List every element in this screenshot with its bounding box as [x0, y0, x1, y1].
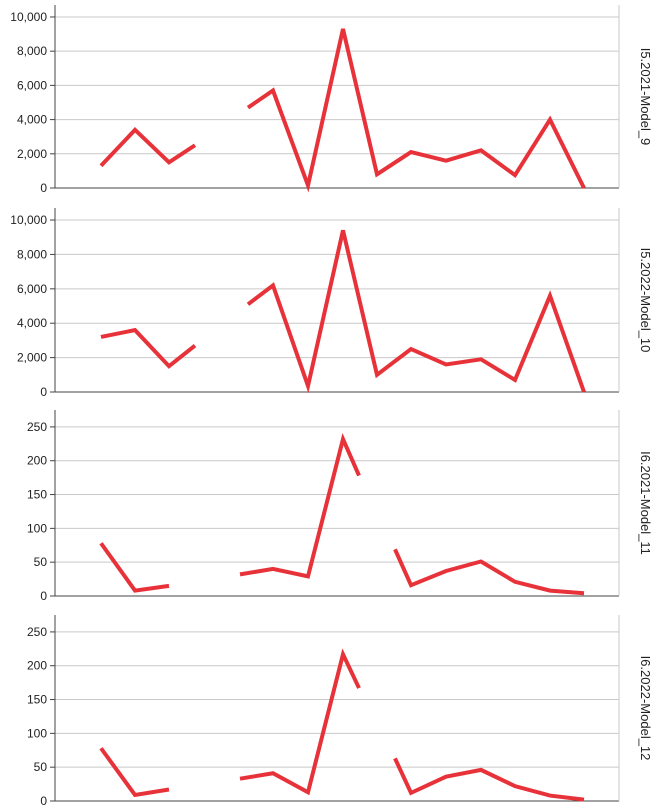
y-tick-label: 50 — [34, 555, 48, 569]
series-line-segment — [246, 229, 586, 394]
y-tick-label: 150 — [27, 488, 47, 502]
y-tick-label: 100 — [27, 521, 47, 535]
y-tick-label: 200 — [27, 659, 47, 673]
y-tick-label: 100 — [27, 726, 47, 740]
y-tick-label: 6,000 — [17, 78, 47, 92]
series-line-segment — [393, 757, 585, 802]
y-tick-label: 4,000 — [17, 316, 47, 330]
y-tick-label: 0 — [40, 181, 47, 195]
y-tick-label: 2,000 — [17, 351, 47, 365]
y-tick-label: 8,000 — [17, 44, 47, 58]
y-tick-label: 250 — [27, 625, 47, 639]
y-tick-label: 0 — [40, 794, 47, 808]
panel-4: 0 50 100 150 200 250 I6.2022-Model_12 — [27, 615, 653, 808]
y-tick-label: 250 — [27, 420, 47, 434]
y-tick-label: 50 — [34, 760, 48, 774]
y-tick-label: 10,000 — [10, 213, 47, 227]
panel-label: I5.2021-Model_9 — [638, 48, 653, 146]
y-tick-label: 0 — [40, 589, 47, 603]
y-tick-label: 6,000 — [17, 282, 47, 296]
series-line-segment — [99, 127, 197, 168]
y-tick-label: 150 — [27, 693, 47, 707]
y-tick-label: 0 — [40, 385, 47, 399]
panel-label: I5.2022-Model_10 — [638, 248, 653, 353]
panel-2: 0 2,000 4,000 6,000 8,000 10,000 I5.2022-Model… — [10, 208, 653, 399]
series-line-segment — [99, 747, 170, 798]
series-line-segment — [239, 432, 361, 579]
panel-label: I6.2021-Model_11 — [638, 451, 653, 555]
y-tick-label: 10,000 — [10, 10, 47, 24]
y-tick-label: 8,000 — [17, 247, 47, 261]
y-tick-label: 2,000 — [17, 147, 47, 161]
panel-label: I6.2022-Model_12 — [638, 656, 653, 761]
series-line-segment — [99, 542, 170, 593]
panel-3: 0 50 100 150 200 250 I6.2021-Model_11 — [27, 410, 653, 603]
y-tick-label: 200 — [27, 454, 47, 468]
series-line-segment — [246, 28, 586, 193]
series-line-segment — [239, 648, 361, 796]
panel-1: 0 2,000 4,000 6,000 8,000 10,000 I5.2021-Model… — [10, 5, 653, 195]
series-line-segment — [100, 327, 197, 369]
y-tick-label: 4,000 — [17, 113, 47, 127]
series-line-segment — [393, 548, 585, 596]
